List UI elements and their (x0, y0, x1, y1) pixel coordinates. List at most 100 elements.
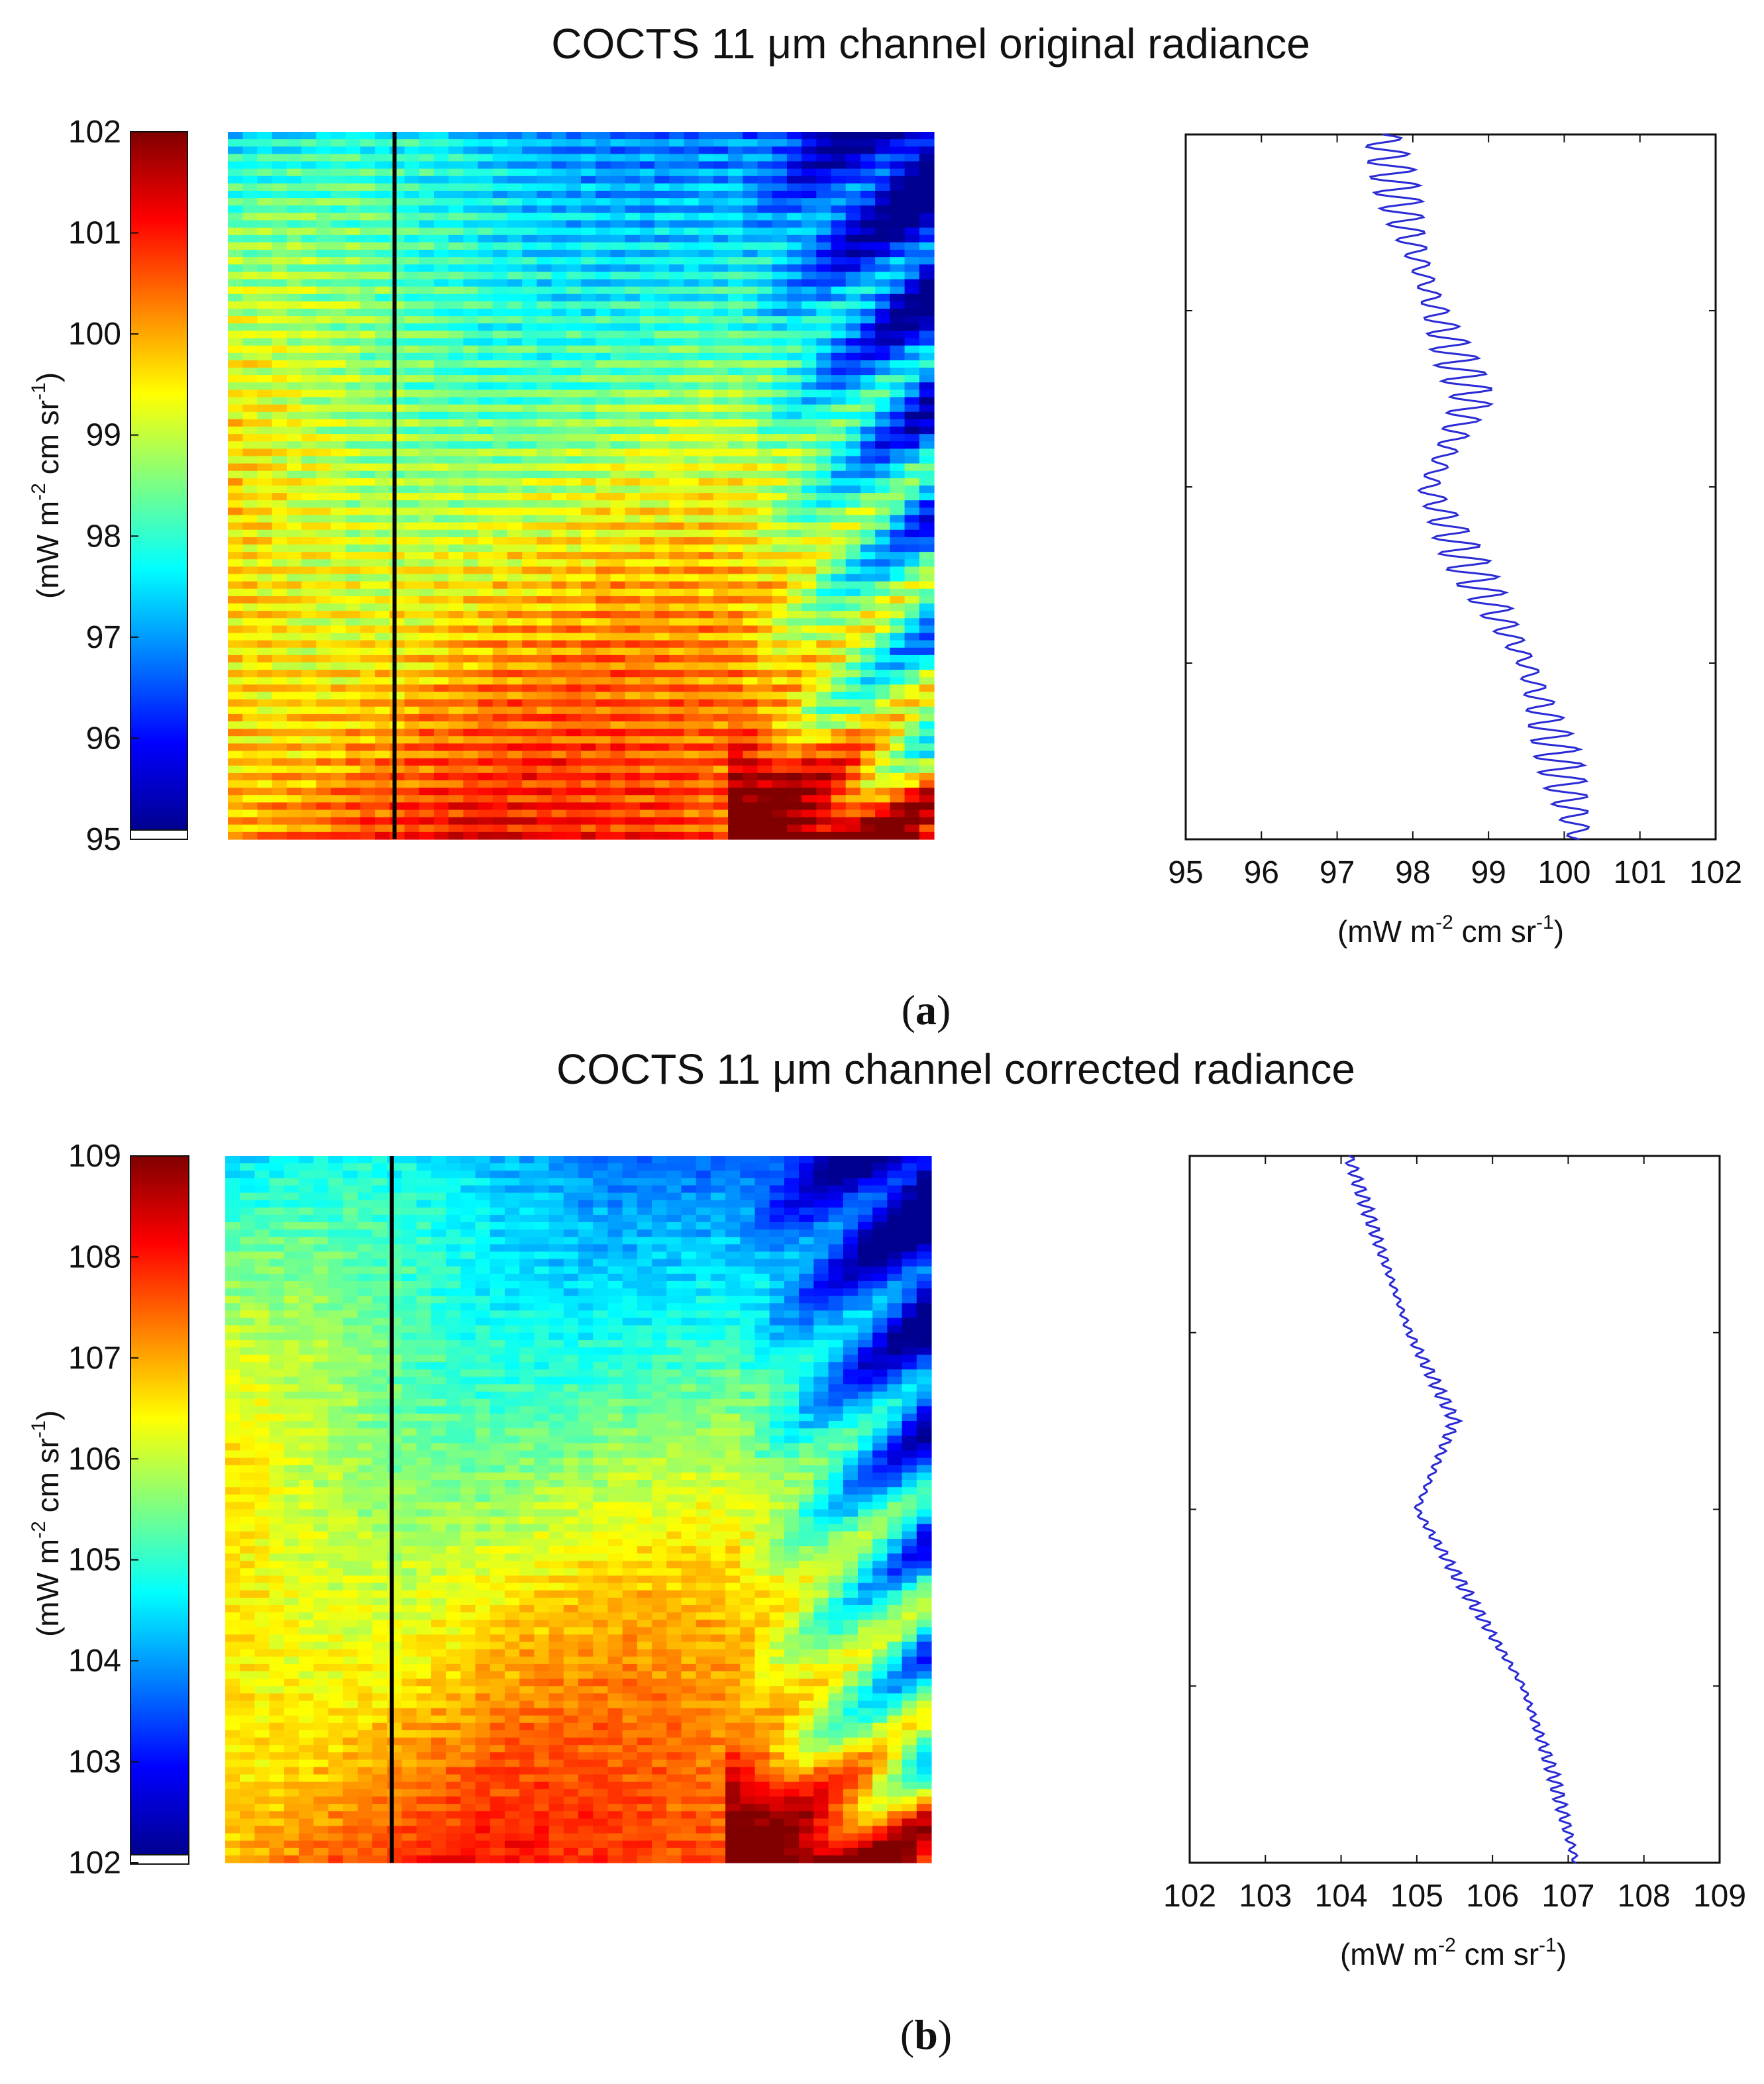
heatmap-a-cell (654, 478, 670, 486)
heatmap-a-cell (463, 507, 479, 516)
heatmap-a-cell (728, 809, 743, 818)
heatmap-a-cell (257, 139, 273, 147)
colorbar-b-tick-label: 108 (68, 1239, 121, 1275)
heatmap-a-cell (816, 352, 832, 361)
heatmap-a-cell (625, 191, 641, 199)
heatmap-a-cell (596, 264, 611, 272)
heatmap-a-cell (684, 831, 700, 840)
heatmap-a-cell (875, 338, 890, 346)
heatmap-a-cell (331, 721, 346, 729)
heatmap-a-cell (507, 831, 523, 840)
heatmap-b-cell (725, 1192, 741, 1201)
heatmap-a-cell (360, 220, 376, 229)
heatmap-a-cell (492, 250, 508, 258)
heatmap-a-cell (831, 758, 847, 766)
heatmap-a-cell (890, 360, 906, 368)
heatmap-a-cell (757, 338, 773, 346)
heatmap-a-cell (551, 345, 567, 354)
heatmap-a-cell (404, 581, 420, 590)
heatmap-a-cell (360, 250, 376, 258)
heatmap-a-cell (389, 640, 405, 649)
heatmap-a-cell (345, 529, 361, 538)
heatmap-b-cell (593, 1163, 609, 1171)
heatmap-a-cell (331, 596, 346, 604)
heatmap-a-cell (919, 824, 935, 833)
heatmap-a-cell (242, 809, 258, 818)
heatmap-a-cell (433, 191, 449, 199)
heatmap-a-cell (566, 824, 582, 833)
heatmap-a-cell (375, 566, 390, 575)
heatmap-a-cell (610, 441, 626, 449)
heatmap-a-cell (389, 809, 405, 818)
heatmap-a-cell (522, 368, 537, 376)
heatmap-b-cell (593, 1192, 609, 1201)
heatmap-a-cell (860, 301, 876, 309)
heatmap-a-cell (757, 633, 773, 641)
heatmap-a-cell (919, 404, 935, 413)
heatmap-a-cell (286, 183, 302, 191)
heatmap-a-cell (816, 338, 832, 346)
heatmap-a-cell (890, 809, 906, 818)
heatmap-a-cell (654, 272, 670, 280)
heatmap-a-cell (625, 279, 641, 287)
heatmap-a-cell (757, 574, 773, 582)
heatmap-a-cell (654, 670, 670, 678)
heatmap-a-cell (860, 441, 876, 449)
heatmap-a-cell (242, 588, 258, 597)
heatmap-b-cell (857, 1171, 873, 1178)
heatmap-a-cell (257, 596, 273, 604)
heatmap-a-cell (919, 132, 935, 140)
heatmap-a-cell (639, 537, 655, 545)
heatmap-a-cell (286, 699, 302, 707)
heatmap-a-cell (698, 279, 714, 287)
heatmap-a-cell (596, 692, 611, 700)
heatmap-a-cell (389, 537, 405, 545)
heatmap-a-cell (286, 493, 302, 501)
heatmap-a-cell (875, 772, 890, 781)
heatmap-a-cell (404, 404, 420, 413)
heatmap-a-cell (684, 404, 700, 413)
heatmap-a-cell (566, 670, 582, 678)
heatmap-a-cell (389, 625, 405, 634)
heatmap-a-cell (433, 515, 449, 523)
heatmap-a-cell (743, 250, 758, 258)
heatmap-a-cell (904, 581, 920, 590)
heatmap-a-cell (639, 758, 655, 766)
heatmap-a-cell (669, 545, 685, 552)
heatmap-a-cell (360, 581, 376, 590)
heatmap-a-cell (375, 654, 390, 663)
heatmap-a-cell (802, 780, 817, 788)
heatmap-a-cell (522, 529, 537, 538)
heatmap-a-cell (772, 507, 788, 516)
heatmap-a-cell (610, 552, 626, 560)
heatmap-a-cell (433, 301, 449, 309)
heatmap-a-cell (360, 257, 376, 265)
heatmap-a-cell (507, 478, 523, 486)
heatmap-a-cell (492, 419, 508, 427)
heatmap-a-cell (596, 242, 611, 250)
heatmap-b-cell (799, 1171, 814, 1178)
heatmap-a-cell (816, 139, 832, 147)
heatmap-a-cell (478, 677, 493, 685)
heatmap-a-cell (433, 588, 449, 597)
heatmap-a-cell (551, 522, 567, 531)
heatmap-a-cell (272, 470, 287, 479)
heatmap-a-cell (389, 522, 405, 531)
heatmap-a-cell (301, 368, 317, 376)
heatmap-a-cell (831, 817, 847, 825)
heatmap-a-cell (228, 640, 243, 649)
heatmap-a-cell (728, 574, 743, 582)
heatmap-a-cell (919, 301, 935, 309)
heatmap-a-cell (875, 647, 890, 656)
heatmap-a-cell (316, 824, 332, 833)
heatmap-a-cell (831, 603, 847, 611)
heatmap-a-cell (242, 264, 258, 272)
heatmap-a-cell (684, 146, 700, 154)
heatmap-a-cell (669, 552, 685, 560)
heatmap-a-cell (698, 390, 714, 398)
heatmap-a-cell (610, 154, 626, 162)
heatmap-a-cell (802, 264, 817, 272)
heatmap-a-cell (419, 611, 435, 619)
heatmap-a-cell (684, 419, 700, 427)
heatmap-a-cell (802, 713, 817, 722)
